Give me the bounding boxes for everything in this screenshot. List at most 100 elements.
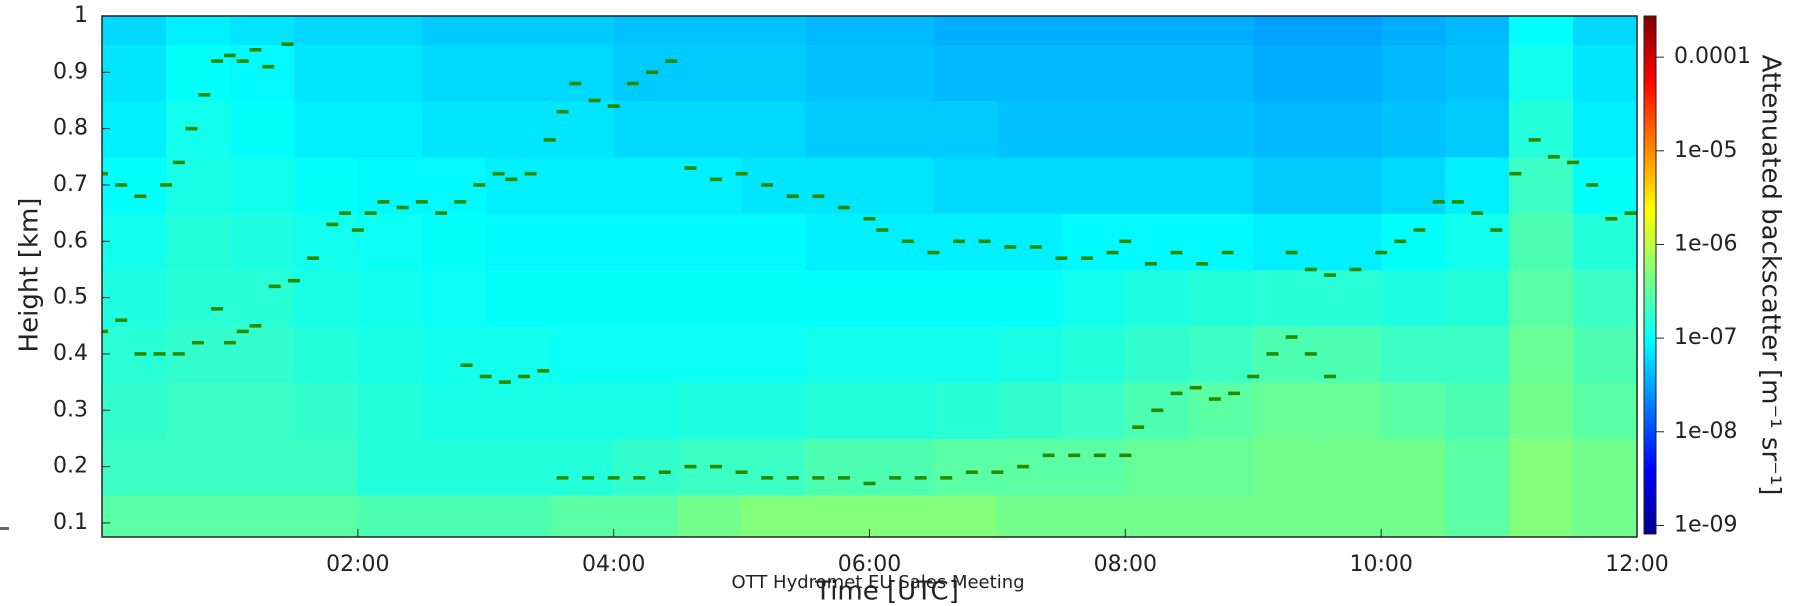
layer-point: [863, 216, 876, 221]
heat-cell: [1189, 16, 1254, 45]
heat-cell: [165, 269, 231, 327]
y-tick-label: 0.6: [53, 228, 88, 253]
heat-cell: [1253, 16, 1318, 45]
heat-cell: [677, 16, 743, 45]
heat-cell: [357, 494, 423, 537]
heat-cell: [357, 438, 423, 496]
layer-point: [236, 329, 249, 334]
layer-point: [1304, 267, 1317, 272]
layer-point: [134, 194, 147, 199]
heat-cell: [229, 494, 295, 537]
layer-point: [185, 126, 198, 131]
heat-cell: [102, 269, 167, 327]
heat-cell: [1125, 156, 1190, 214]
heat-cell: [421, 382, 487, 440]
layer-point: [1080, 256, 1093, 260]
heat-cell: [997, 325, 1062, 383]
layer-point: [198, 93, 211, 97]
heat-cell: [1125, 213, 1190, 271]
heat-cell: [357, 16, 423, 45]
heat-cell: [997, 213, 1062, 271]
layer-point: [505, 177, 518, 182]
colorbar-label: Attenuated backscatter [m⁻¹ sr⁻¹]: [1756, 55, 1786, 496]
heat-cell: [1253, 494, 1318, 537]
layer-point: [626, 81, 639, 86]
y-axis-label: Height [km]: [15, 198, 45, 353]
heat-cell: [1253, 213, 1318, 271]
layer-point: [1349, 267, 1362, 272]
layer-point: [665, 59, 678, 63]
layer-point: [1413, 228, 1426, 232]
heat-cell: [933, 44, 999, 102]
layer-point: [556, 476, 569, 480]
heat-cell: [933, 382, 999, 440]
heat-cell: [293, 438, 359, 496]
layer-point: [473, 183, 486, 187]
layer-point: [1451, 200, 1464, 204]
layer-point: [1285, 335, 1298, 339]
layer-point: [153, 352, 166, 356]
heat-cell: [1381, 494, 1446, 537]
heat-cell: [1189, 213, 1254, 271]
heat-cell: [485, 156, 551, 214]
heat-cell: [229, 44, 295, 102]
heat-cell: [1381, 382, 1446, 440]
y-tick-label: 1: [74, 3, 88, 28]
heat-cell: [805, 16, 871, 45]
heat-cell: [229, 213, 295, 271]
layer-point: [172, 352, 185, 356]
layer-point: [901, 239, 914, 244]
heat-cell: [741, 44, 807, 102]
heat-cell: [165, 44, 231, 102]
heat-cell: [677, 325, 743, 383]
heat-cell: [293, 325, 359, 383]
heat-cell: [293, 44, 359, 102]
layer-point: [978, 239, 991, 244]
layer-point: [159, 183, 172, 187]
heat-cell: [997, 269, 1062, 327]
heat-cell: [1125, 325, 1190, 383]
layer-point: [415, 200, 428, 204]
heat-cell: [677, 100, 743, 158]
heat-cell: [1573, 269, 1637, 327]
heat-cell: [229, 100, 295, 158]
heat-cell: [1317, 44, 1382, 102]
layer-point: [1324, 273, 1336, 277]
heat-cell: [102, 156, 167, 214]
heat-cell: [1189, 438, 1254, 496]
layer-point: [569, 81, 582, 86]
layer-point: [479, 374, 492, 379]
heat-cell: [1573, 100, 1637, 158]
heat-cell: [613, 44, 679, 102]
heat-cell: [1061, 382, 1126, 440]
heat-cell: [933, 156, 999, 214]
y-tick-label: 0.7: [53, 172, 88, 197]
heat-cell: [677, 382, 743, 440]
heat-cell: [165, 100, 231, 158]
colorbar: [1643, 15, 1657, 535]
layer-point: [684, 166, 697, 170]
heat-cell: [1125, 44, 1190, 102]
heat-cell: [1381, 269, 1446, 327]
heat-cell: [613, 325, 679, 383]
heat-cell: [1445, 494, 1510, 537]
heat-cell: [1125, 269, 1190, 327]
layer-point: [1151, 408, 1164, 413]
layer-point: [1509, 171, 1522, 176]
heat-cell: [805, 269, 871, 327]
layer-point: [735, 171, 748, 176]
layer-point: [1324, 374, 1336, 379]
heat-cell: [1061, 100, 1126, 158]
heat-cell: [613, 156, 679, 214]
heat-cell: [869, 382, 935, 440]
heat-cell: [1445, 213, 1510, 271]
layer-point: [582, 476, 595, 480]
layer-point: [1586, 183, 1599, 187]
heat-cell: [613, 16, 679, 45]
layer-point: [837, 476, 850, 480]
heat-cell: [165, 213, 231, 271]
heat-cell: [741, 438, 807, 496]
heat-cell: [741, 269, 807, 327]
layer-point: [684, 464, 697, 469]
heat-cell: [741, 100, 807, 158]
